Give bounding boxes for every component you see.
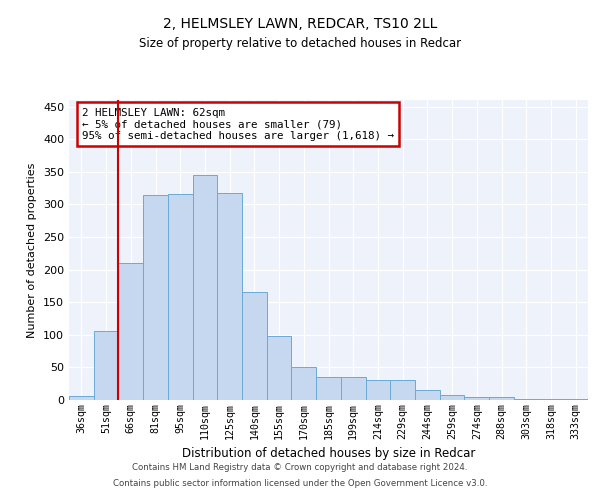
Bar [242,292,267,400]
Bar [168,194,193,400]
Bar [514,398,539,400]
Bar [415,390,440,400]
Y-axis label: Number of detached properties: Number of detached properties [28,162,37,338]
Bar [267,336,292,400]
Bar [440,395,464,400]
Bar [217,192,242,400]
Text: Contains HM Land Registry data © Crown copyright and database right 2024.: Contains HM Land Registry data © Crown c… [132,464,468,472]
Bar [118,263,143,400]
Text: Size of property relative to detached houses in Redcar: Size of property relative to detached ho… [139,38,461,51]
Bar [69,396,94,400]
Bar [292,368,316,400]
Bar [193,175,217,400]
Bar [94,331,118,400]
Text: 2, HELMSLEY LAWN, REDCAR, TS10 2LL: 2, HELMSLEY LAWN, REDCAR, TS10 2LL [163,18,437,32]
Bar [143,194,168,400]
X-axis label: Distribution of detached houses by size in Redcar: Distribution of detached houses by size … [182,447,475,460]
Bar [464,398,489,400]
Text: Contains public sector information licensed under the Open Government Licence v3: Contains public sector information licen… [113,478,487,488]
Bar [390,380,415,400]
Text: 2 HELMSLEY LAWN: 62sqm
← 5% of detached houses are smaller (79)
95% of semi-deta: 2 HELMSLEY LAWN: 62sqm ← 5% of detached … [82,108,394,140]
Bar [341,377,365,400]
Bar [316,377,341,400]
Bar [365,380,390,400]
Bar [489,396,514,400]
